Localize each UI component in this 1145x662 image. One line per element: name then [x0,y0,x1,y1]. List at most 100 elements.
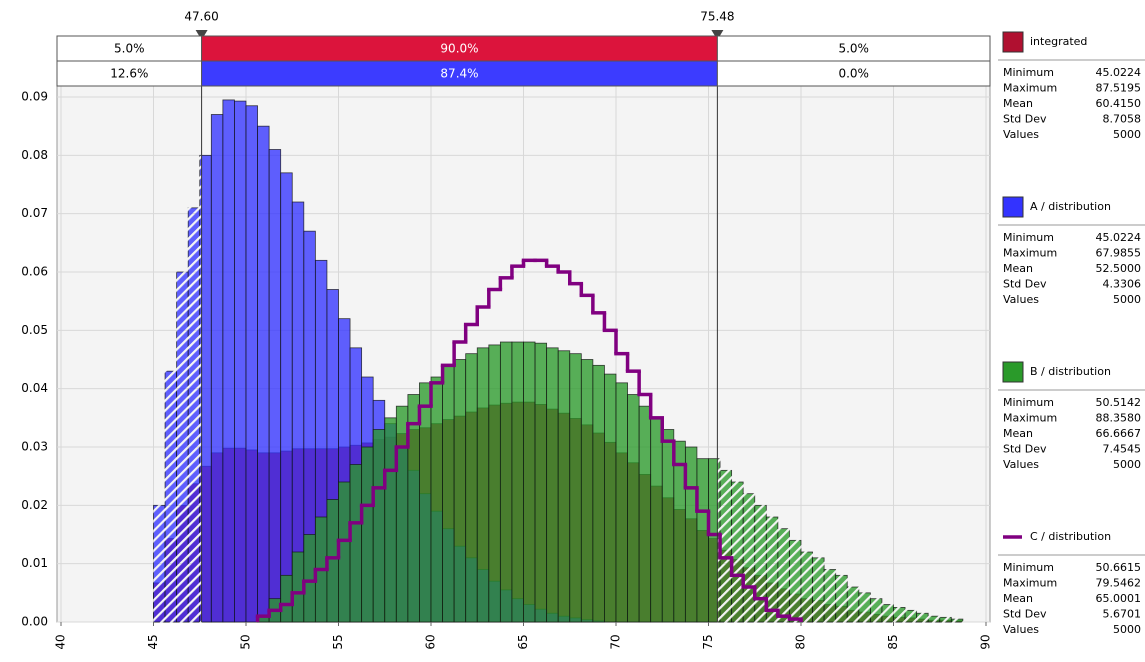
histogram-bar [488,344,501,623]
histogram-bar [939,616,952,623]
y-tick-label: 0.01 [21,556,48,570]
x-tick-label: 40 [54,634,68,649]
histogram-bar [592,364,605,623]
histogram-bar [650,417,663,623]
probability-cell [716,60,991,87]
delimiter-marker [711,30,724,40]
probability-cell [716,35,991,62]
stat-name: Mean [1003,97,1033,110]
histogram-bar [210,114,224,623]
stat-value: 50.6615 [1096,561,1142,574]
y-tick-label: 0.09 [21,90,48,104]
histogram-bar [187,207,201,623]
x-tick-label: 85 [886,634,900,649]
histogram-bar [546,347,559,623]
probability-label: 5.0% [838,42,869,56]
histogram-bar [927,615,941,623]
stat-name: Maximum [1003,577,1057,590]
histogram-bar [257,125,270,623]
legend-swatch [1002,196,1024,218]
stat-name: Values [1003,623,1039,636]
stat-name: Values [1003,128,1039,141]
histogram-bar [557,350,571,623]
stat-value: 79.5462 [1096,577,1142,590]
histogram-bar [869,598,883,623]
histogram-bar [627,394,640,623]
histogram-bar [823,569,837,623]
legend-label: integrated [1030,35,1087,48]
histogram-bar [442,364,455,623]
probability-label: 12.6% [110,67,148,81]
histogram-bar [893,607,906,623]
stat-value: 5.6701 [1103,608,1142,621]
probability-label: 5.0% [114,42,145,56]
stat-value: 66.6667 [1096,427,1142,440]
stat-value: 65.0001 [1096,592,1142,605]
stat-name: Minimum [1003,396,1054,409]
histogram-bar [499,341,513,623]
probability-label: 0.0% [838,67,869,81]
probability-cell [201,35,718,62]
histogram-bar [858,592,871,623]
legend-label: B / distribution [1030,365,1111,378]
histogram-bar [268,149,282,623]
x-tick-label: 45 [146,634,160,649]
histogram-bar [580,359,594,623]
x-tick-label: 65 [516,634,530,649]
stat-name: Std Dev [1003,278,1047,291]
histogram-bar [465,353,478,623]
probability-label: 87.4% [440,67,478,81]
histogram-bar [696,458,709,623]
histogram-bar [234,100,247,623]
probability-cell [201,60,718,87]
stat-value: 52.5000 [1096,262,1142,275]
stat-value: 5000 [1113,623,1141,636]
histogram-bar [569,353,582,623]
y-tick-label: 0.04 [21,381,48,395]
histogram-bar [731,481,744,623]
stat-value: 45.0224 [1096,231,1142,244]
histogram-bar [846,586,860,623]
histogram-bar [812,557,825,623]
stat-name: Minimum [1003,561,1054,574]
histogram-bar [164,370,178,623]
histogram-bar [222,99,235,623]
stat-value: 60.4150 [1096,97,1142,110]
histogram-bar [638,405,652,623]
stat-name: Maximum [1003,82,1057,95]
histogram-bar [615,382,628,623]
stat-name: Values [1003,293,1039,306]
stat-value: 7.4545 [1103,443,1142,456]
histogram-bar [349,464,363,623]
histogram-bar [245,105,258,623]
probability-cell [56,60,203,87]
stat-value: 5000 [1113,458,1141,471]
histogram-bar [534,342,548,623]
x-tick-label: 55 [331,634,345,649]
probability-label: 90.0% [440,42,478,56]
stat-value: 5000 [1113,128,1141,141]
stat-value: 45.0224 [1096,66,1142,79]
stat-name: Values [1003,458,1039,471]
histogram-bar [916,612,929,623]
stat-name: Std Dev [1003,608,1047,621]
legend-swatch [1002,31,1024,53]
histogram-bar [176,271,189,623]
histogram-bar [789,539,802,623]
histogram-bar [280,172,293,623]
x-tick-label: 80 [794,634,808,649]
histogram-bar [372,429,386,623]
y-tick-label: 0.07 [21,206,48,220]
y-tick-label: 0.03 [21,440,48,454]
histogram-bar [777,528,790,623]
stat-name: Minimum [1003,231,1054,244]
histogram-bar [511,341,524,623]
stat-name: Mean [1003,427,1033,440]
stat-value: 8.7058 [1103,113,1142,126]
stat-name: Std Dev [1003,113,1047,126]
histogram-bar [800,551,813,623]
y-tick-label: 0.02 [21,498,48,512]
histogram-bar [950,618,964,623]
histogram-bar [904,609,918,623]
